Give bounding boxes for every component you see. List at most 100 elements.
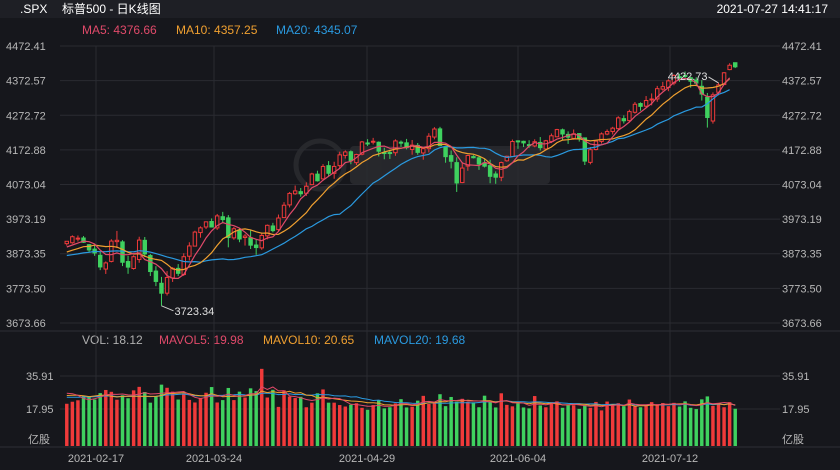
volume-bar [115, 399, 119, 446]
volume-bar [76, 400, 80, 446]
price-tick-right: 3873.35 [782, 249, 822, 261]
candle [465, 154, 471, 171]
candle [655, 85, 660, 102]
mavol5-line [66, 386, 736, 408]
date-tick-label: 2021-07-12 [642, 453, 698, 465]
date-tick-label: 2021-02-17 [68, 453, 124, 465]
candle [337, 151, 342, 169]
candle [320, 164, 326, 180]
volume-bar [376, 400, 381, 446]
date-tick-label: 2021-04-29 [339, 453, 395, 465]
volume-bar [505, 404, 509, 446]
candle [276, 214, 281, 232]
price-tick-right: 3773.50 [782, 283, 822, 295]
volume-bar [633, 406, 637, 446]
volume-bar [299, 396, 303, 446]
candle [292, 185, 298, 195]
candle [309, 172, 315, 186]
volume-bar [700, 399, 704, 446]
volume-bar [215, 402, 219, 446]
volume-bar [711, 405, 715, 446]
volume-bar [716, 403, 721, 446]
volume-bar [538, 405, 542, 446]
candle [287, 191, 292, 208]
candle [81, 236, 86, 243]
price-tick-left: 4172.88 [6, 145, 46, 157]
candle [448, 150, 454, 169]
price-tick-left: 4073.04 [6, 179, 46, 191]
price-tick-right: 4372.57 [782, 76, 822, 88]
price-tick-right: 4472.41 [782, 41, 822, 53]
volume-tick-left: 35.91 [26, 371, 54, 383]
candle [543, 139, 549, 151]
date-tick-label: 2021-03-24 [186, 453, 242, 465]
price-tick-left: 4472.41 [6, 41, 46, 53]
volume-bar [443, 406, 448, 446]
volume-bar [527, 408, 531, 446]
volume-unit-left: 亿股 [28, 433, 50, 446]
candle [315, 170, 320, 182]
volume-bar [248, 388, 253, 446]
volume-bar [733, 408, 737, 446]
volume-bar [243, 397, 247, 446]
mavol5-legend: MAVOL5: 19.98 [159, 333, 244, 347]
candle [471, 155, 476, 159]
candle [209, 218, 214, 228]
volume-bar [510, 406, 515, 446]
candle [593, 140, 599, 151]
volume-bar [332, 402, 336, 446]
volume-bar [655, 404, 659, 446]
candle [437, 126, 443, 147]
volume-bar [204, 392, 208, 446]
candle [253, 239, 259, 255]
volume-bar [638, 407, 643, 446]
low-annotation: 3723.34 [174, 306, 214, 318]
candle [682, 71, 688, 78]
volume-bar [287, 396, 292, 446]
volume-bar [87, 396, 91, 446]
price-tick-left: 3973.19 [6, 214, 46, 226]
volume-bar [365, 409, 370, 446]
volume-bar [560, 407, 565, 446]
candle [220, 211, 225, 224]
volume-bar [454, 401, 459, 446]
candle [454, 157, 459, 192]
volume-bar [254, 391, 258, 446]
volume-bar [449, 396, 453, 446]
candle [493, 171, 498, 184]
volume-bar [432, 403, 437, 446]
volume-bar [187, 399, 192, 446]
price-tick-left: 3673.66 [6, 318, 46, 330]
volume-bar [683, 401, 687, 446]
volume-bar [555, 401, 559, 446]
candle [70, 235, 75, 244]
candle [248, 230, 253, 250]
candle [131, 255, 136, 270]
candle [136, 236, 142, 263]
vol-legend: VOL: 18.12 [82, 333, 143, 347]
volume-bar [399, 399, 403, 446]
candle [460, 162, 465, 184]
volume-bar [65, 403, 69, 446]
volume-tick-left: 17.95 [26, 404, 54, 416]
volume-bar [566, 405, 570, 446]
candle [365, 139, 370, 146]
candle [588, 147, 593, 165]
candle [610, 126, 615, 135]
candle [114, 230, 120, 249]
ma20-line [66, 89, 730, 263]
volume-bar [176, 399, 180, 446]
volume-bar [354, 403, 359, 446]
volume-bar [282, 390, 286, 446]
volume-bar [237, 391, 242, 446]
volume-bar [677, 406, 682, 446]
volume-bar [148, 402, 153, 446]
candle [120, 240, 125, 267]
candle [187, 242, 192, 261]
volume-bar [382, 408, 387, 446]
candle [632, 102, 638, 114]
volume-bar [705, 396, 710, 446]
volume-bar [393, 403, 398, 446]
ma5-line [66, 77, 731, 279]
